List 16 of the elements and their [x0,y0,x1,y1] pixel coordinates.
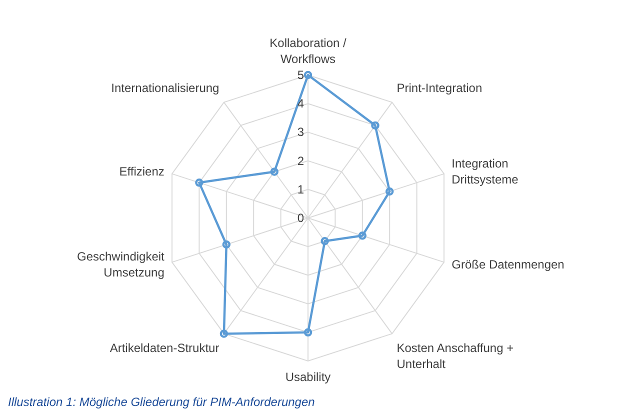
y-tick-label: 3 [297,125,304,140]
spoke-label: Geschwindigkeit Umsetzung [77,250,166,280]
y-tick-label: 2 [297,154,304,168]
spoke-label: Integration Drittsysteme [452,156,519,186]
spoke-label: Internationalisierung [111,80,220,95]
spoke-label: Größe Datenmengen [452,258,564,272]
spoke-label: Effizienz [119,164,164,178]
spoke-label: Artikeldaten-Struktur [110,341,220,356]
text: Illustration 1: Mögliche Gliederung für PIM-Anforderungen [8,395,316,409]
y-tick-label: 1 [297,182,304,196]
spoke-label: Print-Integration [396,80,482,95]
spoke-label: Usability [285,370,331,384]
spoke-label: Kosten Anschaffung + Unterhalt [396,341,514,372]
y-tick-label: 5 [297,68,304,82]
y-tick-label: 0 [297,211,304,225]
spoke-label: Kollaboration / Workflows [270,36,348,66]
